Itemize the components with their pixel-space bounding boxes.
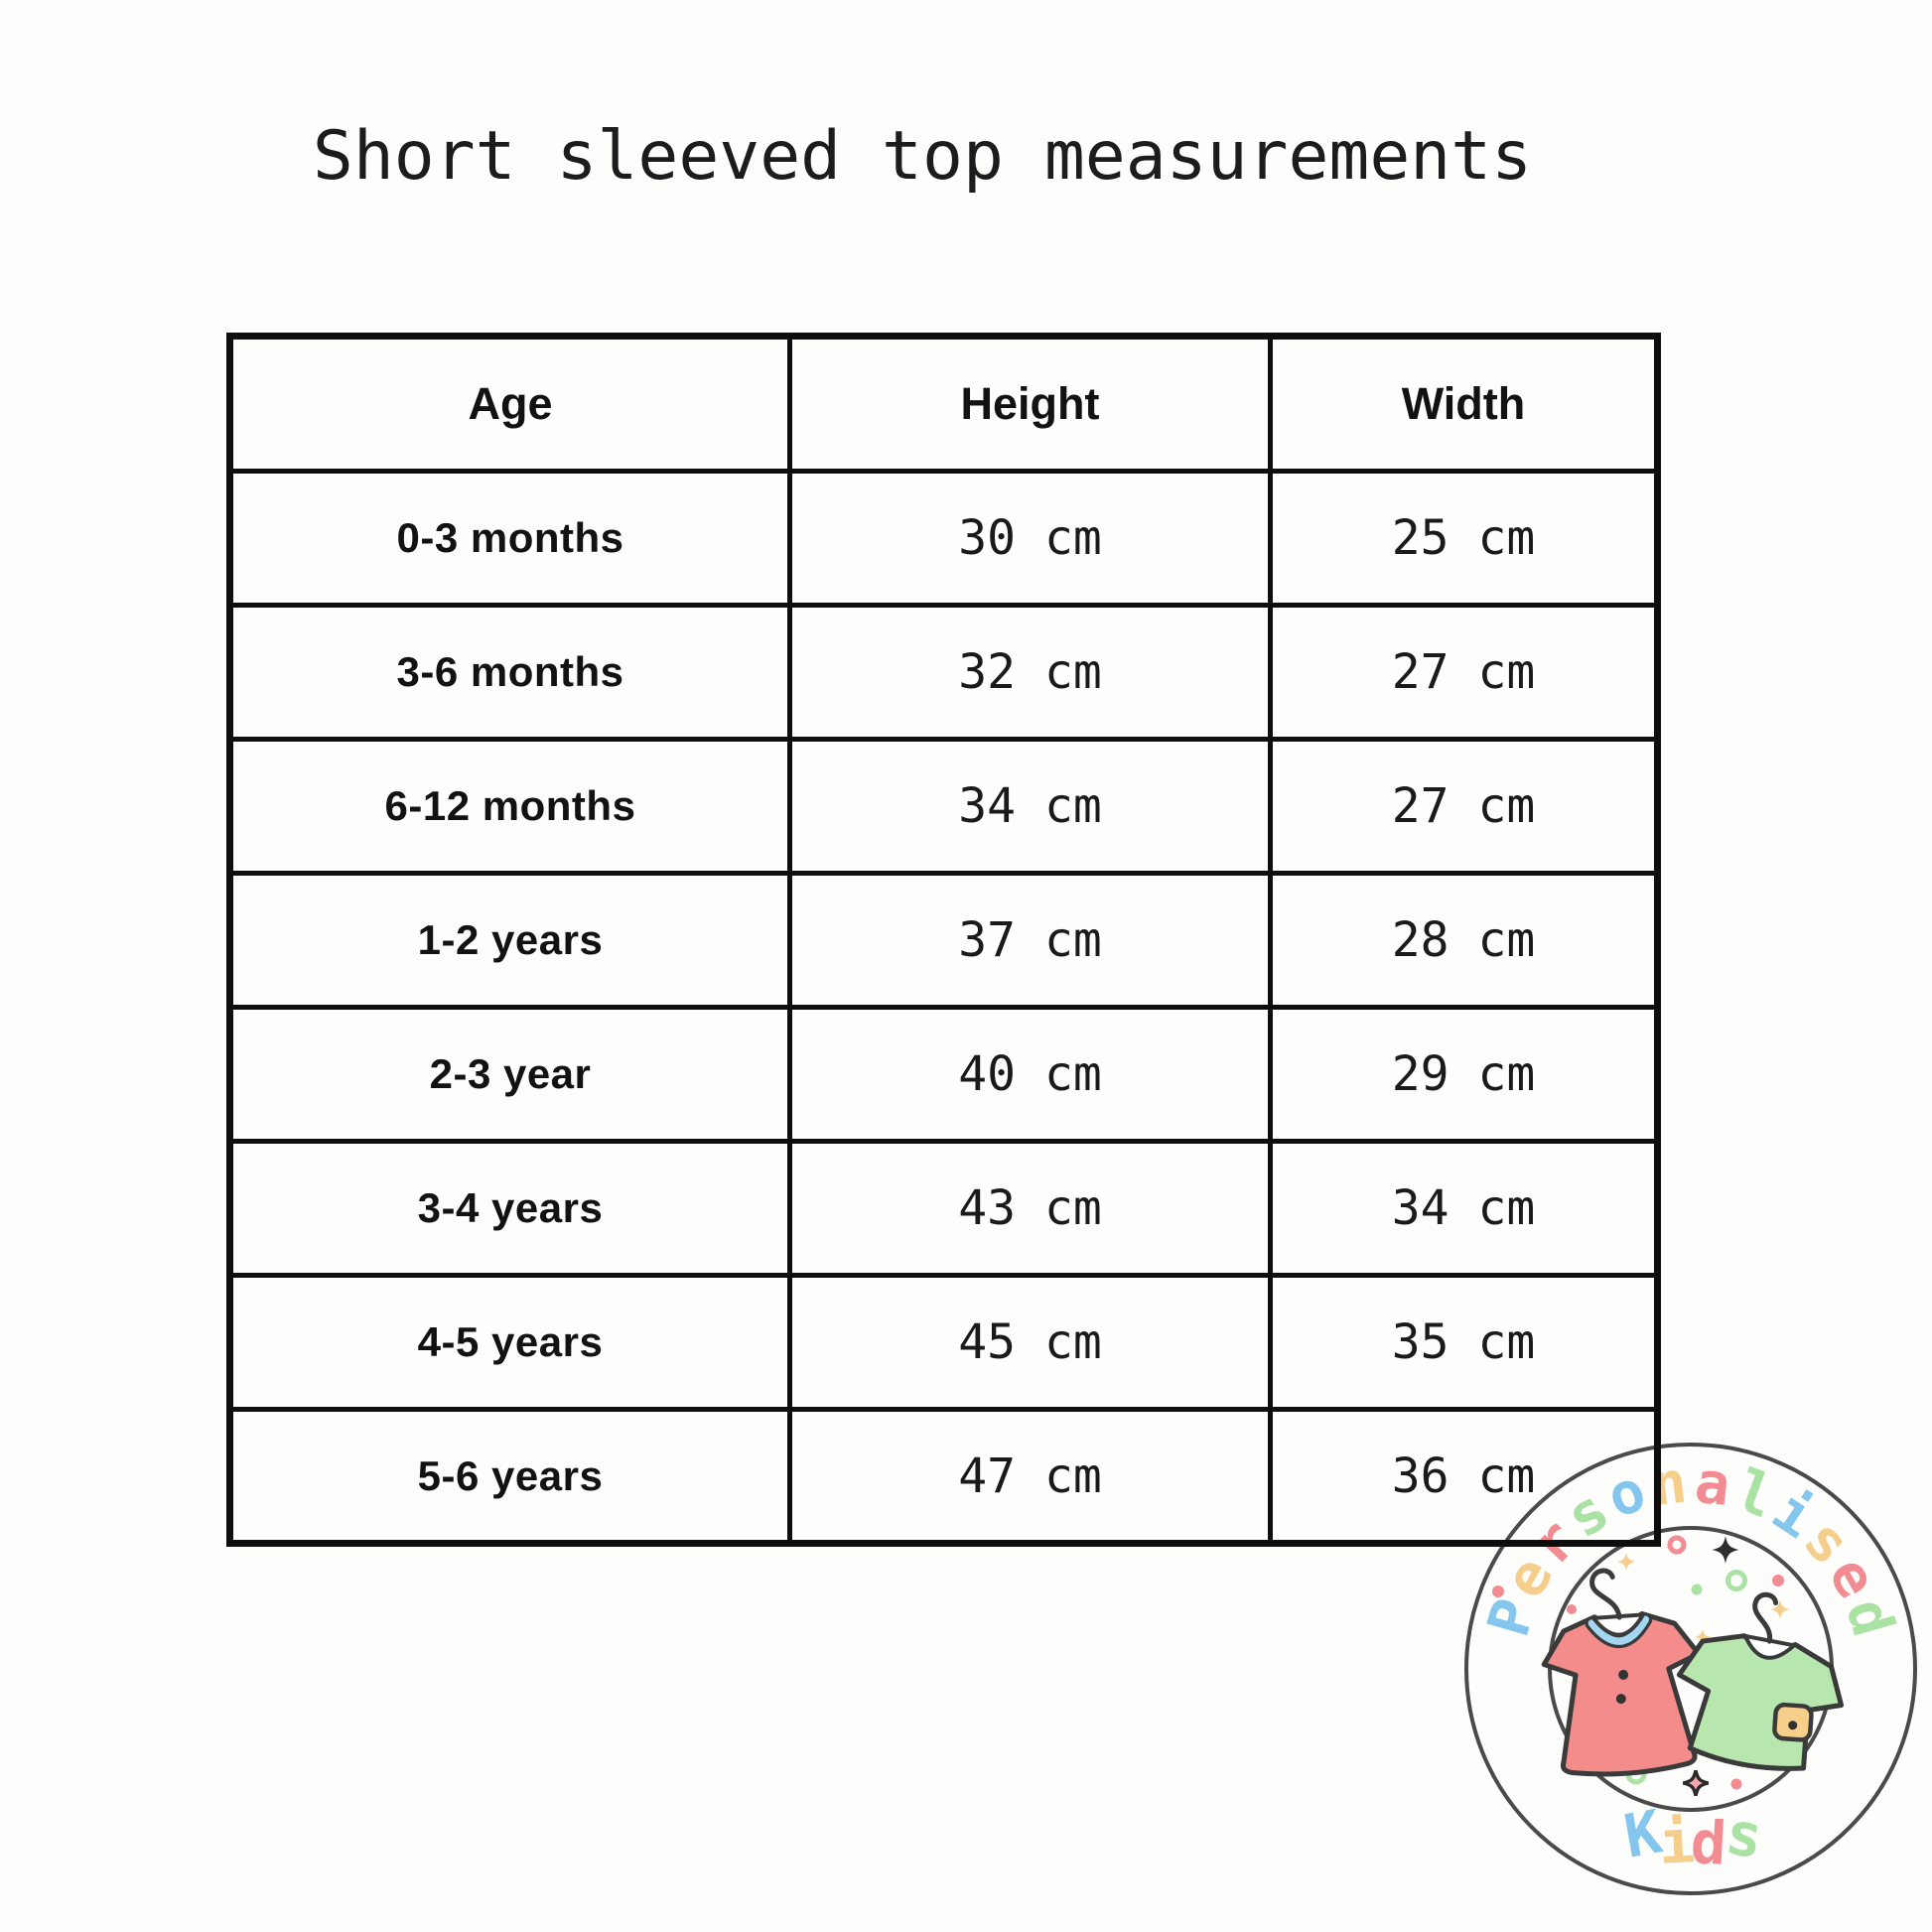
table-row: 1-2 years 37 cm 28 cm	[227, 871, 1660, 1010]
measurements-table: Age Height Width 0-3 months 30 cm 25 cm …	[226, 333, 1661, 1547]
width-cell: 35 cm	[1268, 1273, 1660, 1412]
height-cell: 30 cm	[787, 469, 1273, 608]
width-cell: 25 cm	[1268, 469, 1660, 608]
height-cell: 37 cm	[787, 871, 1273, 1010]
age-cell: 2-3 year	[227, 1005, 792, 1144]
width-cell: 29 cm	[1268, 1005, 1660, 1144]
age-cell: 3-4 years	[227, 1139, 792, 1278]
confetti-dot	[1730, 1778, 1742, 1790]
height-cell: 47 cm	[787, 1407, 1273, 1546]
sparkle-icon	[1712, 1536, 1739, 1564]
age-cell: 5-6 years	[227, 1407, 792, 1546]
confetti-ring	[1725, 1570, 1747, 1591]
table-row: 3-4 years 43 cm 34 cm	[227, 1139, 1660, 1278]
header-row: Age Height Width	[227, 334, 1660, 474]
confetti-dot	[1772, 1575, 1784, 1587]
confetti-ring	[1667, 1535, 1687, 1555]
width-cell: 27 cm	[1268, 603, 1660, 742]
logo-letter: a	[1692, 1448, 1734, 1519]
width-cell: 28 cm	[1268, 871, 1660, 1010]
table-row: 6-12 months 34 cm 27 cm	[227, 737, 1660, 876]
logo-outer-circle	[1464, 1443, 1917, 1895]
height-cell: 34 cm	[787, 737, 1273, 876]
height-cell: 40 cm	[787, 1005, 1273, 1144]
sparkle-icon	[1681, 1768, 1711, 1798]
logo-bottom-text: K i d s	[1619, 1797, 1768, 1879]
width-cell: 36 cm	[1268, 1407, 1660, 1546]
confetti-dot	[1567, 1604, 1577, 1614]
age-cell: 6-12 months	[227, 737, 792, 876]
age-cell: 3-6 months	[227, 603, 792, 742]
height-cell: 43 cm	[787, 1139, 1273, 1278]
tshirt-icon	[1676, 1591, 1845, 1771]
column-header-height: Height	[787, 334, 1273, 474]
height-cell: 45 cm	[787, 1273, 1273, 1412]
logo-letter: i	[1657, 1807, 1697, 1878]
sparkle-icon	[1616, 1552, 1636, 1572]
column-header-width: Width	[1268, 334, 1660, 474]
height-cell: 32 cm	[787, 603, 1273, 742]
table-row: 3-6 months 32 cm 27 cm	[227, 603, 1660, 742]
table-row: 2-3 year 40 cm 29 cm	[227, 1005, 1660, 1144]
confetti-dot	[1691, 1584, 1703, 1595]
column-header-age: Age	[227, 334, 792, 474]
age-cell: 1-2 years	[227, 871, 792, 1010]
table-row: 5-6 years 47 cm 36 cm	[227, 1407, 1660, 1546]
page-title: Short sleeved top measurements	[312, 117, 1533, 196]
width-cell: 27 cm	[1268, 737, 1660, 876]
confetti-dot	[1492, 1586, 1504, 1597]
dress-icon	[1541, 1568, 1702, 1777]
age-cell: 0-3 months	[227, 469, 792, 608]
table-row: 0-3 months 30 cm 25 cm	[227, 469, 1660, 608]
logo-letter: d	[1689, 1808, 1728, 1879]
width-cell: 34 cm	[1268, 1139, 1660, 1278]
table-row: 4-5 years 45 cm 35 cm	[227, 1273, 1660, 1412]
age-cell: 4-5 years	[227, 1273, 792, 1412]
